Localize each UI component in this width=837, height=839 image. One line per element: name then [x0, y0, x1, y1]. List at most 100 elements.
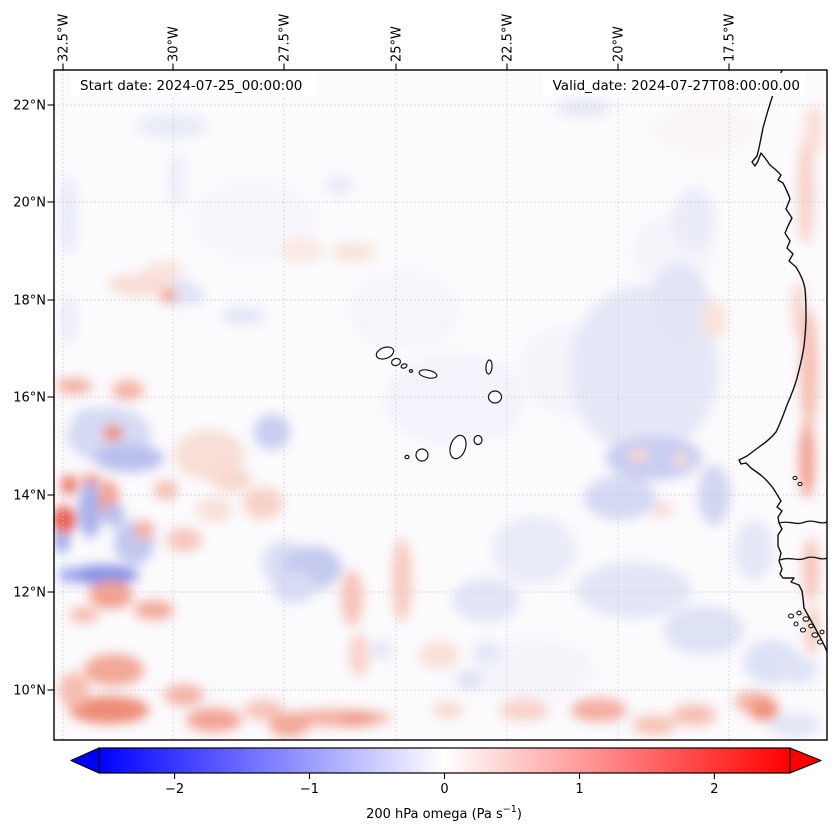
colorbar-label: 200 hPa omega (Pa s−1) [366, 804, 522, 822]
anomaly-blob [749, 699, 779, 721]
colorbar-left-arrow [70, 747, 100, 774]
anomaly-blob [652, 503, 672, 517]
y-tick-label: 20°N [13, 196, 46, 211]
anomaly-blob [571, 698, 627, 722]
anomaly-blob [769, 713, 819, 737]
anomaly-blob [576, 562, 692, 618]
colorbar: −2 −1 0 1 2 200 hPa omega (Pa s−1) [70, 747, 822, 822]
anomaly-blob [433, 702, 463, 718]
anomaly-blob [160, 290, 178, 302]
bijagos-islets [787, 475, 825, 645]
anomaly-blob [94, 444, 164, 472]
anomaly-blob [372, 640, 392, 660]
anomaly-blob [69, 607, 99, 623]
anomaly-blob [803, 538, 819, 602]
x-tick-label: 22.5°W [501, 14, 516, 62]
title-right-box [543, 73, 805, 96]
y-axis-tick-labels: 22°N 20°N 18°N 16°N 14°N 12°N 10°N [13, 99, 46, 699]
map-border [53, 69, 828, 741]
x-axis-ticks [62, 63, 730, 70]
anomaly-blob [89, 581, 133, 609]
anomaly-blob [800, 310, 818, 430]
anomaly-blob [781, 656, 817, 684]
map-field [54, 70, 827, 740]
anomaly-blob [792, 282, 806, 338]
anomaly-blob [702, 300, 726, 340]
anomaly-blob [606, 436, 702, 480]
island [418, 369, 438, 379]
islet [787, 613, 795, 619]
anomaly-blob [452, 578, 520, 622]
anomaly-blob [69, 565, 139, 585]
islet [796, 610, 802, 616]
y-tick-label: 18°N [13, 294, 46, 309]
anomaly-blob [349, 633, 369, 677]
anomaly-blob [186, 708, 242, 732]
anomaly-blob [654, 105, 754, 155]
anomaly-blob [78, 482, 102, 538]
anomaly-blob [154, 480, 178, 500]
anomaly-blob [556, 98, 612, 118]
island [375, 346, 395, 360]
valid-date-title: Valid_date: 2024-07-27T08:00:00.00 [553, 78, 800, 94]
anomaly-blob [137, 114, 207, 138]
anomaly-blob [164, 684, 204, 706]
y-axis-ticks [47, 104, 54, 691]
x-tick-label: 30°W [167, 26, 182, 62]
y-tick-label: 16°N [13, 391, 46, 406]
islet [811, 632, 819, 638]
islet [797, 481, 803, 487]
river-line [778, 520, 827, 525]
colorbar-tick-labels: −2 −1 0 1 2 [165, 782, 719, 797]
anomaly-blob [472, 641, 502, 665]
anomaly-blob [56, 378, 92, 394]
anomaly-blob [672, 188, 716, 252]
river-line [779, 556, 827, 561]
anomaly-blob [392, 538, 412, 622]
anomaly-blob [166, 528, 202, 552]
anomaly-blob [280, 238, 324, 262]
anomaly-blob [672, 704, 716, 726]
islet [792, 475, 798, 481]
anomaly-blob [804, 105, 824, 155]
anomaly-blob [629, 448, 649, 462]
island [415, 448, 429, 462]
anomaly-blob [221, 307, 265, 325]
anomaly-blob [349, 272, 459, 348]
colorbar-tick-label: 1 [575, 782, 583, 797]
anomaly-blob [799, 422, 815, 498]
anomaly-blob [734, 520, 774, 580]
island [390, 357, 402, 367]
anomaly-blob [499, 699, 549, 721]
y-tick-label: 14°N [13, 489, 46, 504]
island [408, 369, 414, 374]
omega-anomaly-field [54, 98, 824, 737]
islet [793, 621, 799, 627]
anomaly-blob [59, 567, 79, 583]
anomaly-blob [325, 176, 353, 194]
anomaly-blob [212, 468, 252, 492]
island [473, 434, 483, 446]
anomaly-blob [492, 516, 576, 584]
colorbar-ticks [174, 773, 715, 779]
colorbar-tick-label: 2 [710, 782, 718, 797]
x-tick-label: 32.5°W [57, 14, 72, 62]
x-tick-label: 17.5°W [723, 14, 738, 62]
x-axis-tick-labels: 32.5°W 30°W 27.5°W 25°W 22.5°W 20°W 17.5°W [57, 14, 738, 62]
gridlines [54, 70, 827, 740]
african-coastline [738, 70, 827, 654]
anomaly-blob [672, 454, 690, 466]
island [400, 363, 408, 369]
anomaly-blob [244, 700, 284, 720]
anomaly-blob [632, 715, 676, 735]
cape-verde-islands [375, 346, 503, 462]
anomaly-blob [419, 641, 459, 669]
anomaly-blob [194, 180, 314, 260]
anomaly-blob [584, 476, 656, 520]
colorbar-right-arrow [789, 747, 822, 774]
anomaly-blob [54, 506, 76, 534]
island [449, 434, 467, 460]
anomaly-blob [269, 713, 309, 737]
islet [816, 639, 824, 645]
